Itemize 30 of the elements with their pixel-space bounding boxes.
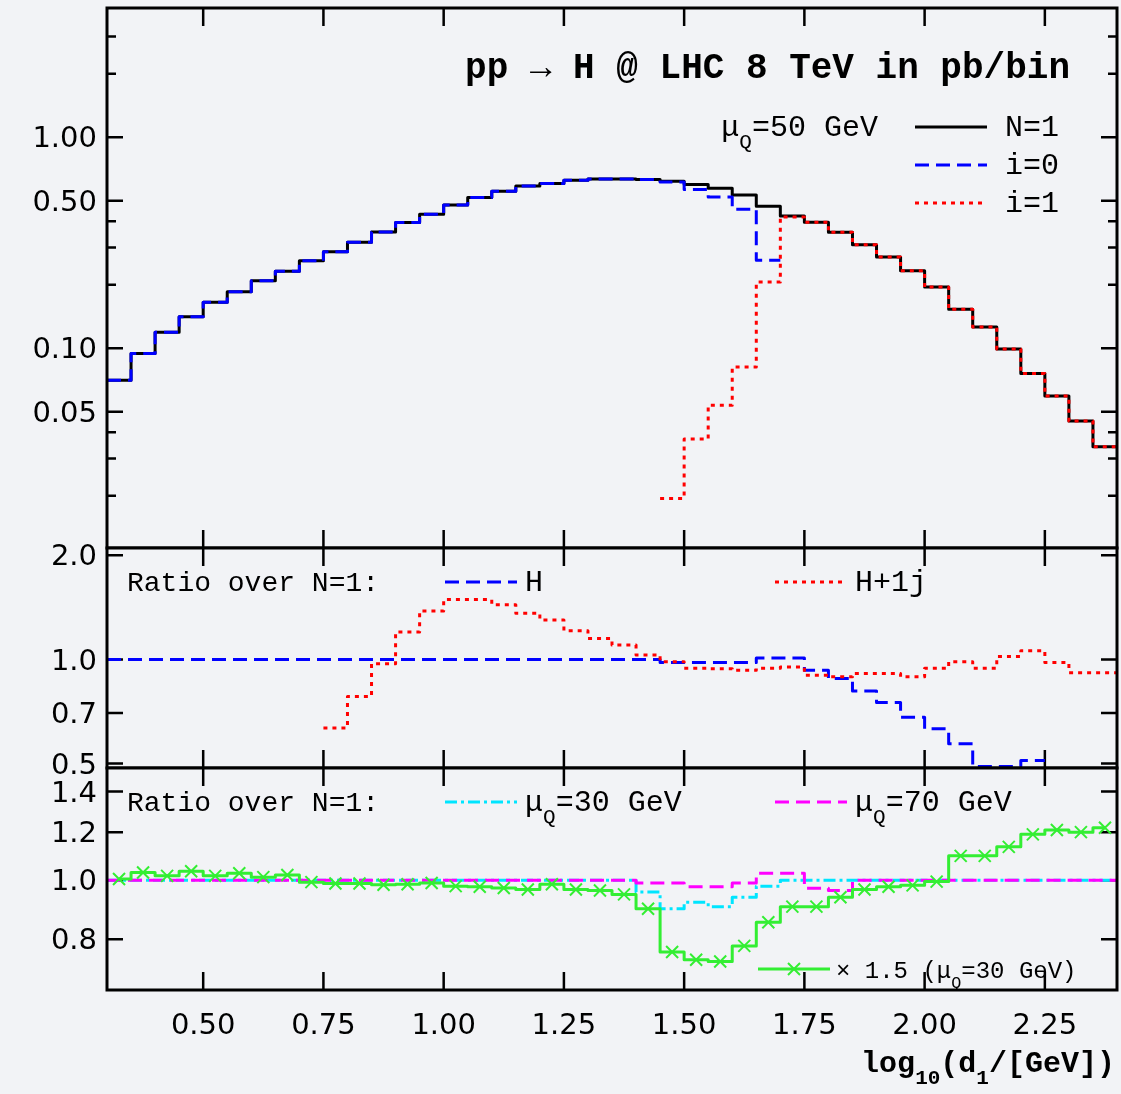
text: pp → H @ LHC 8 TeV in pb/bin (465, 48, 1070, 89)
legend-label: μ$_{Q}$=70 GeV (855, 786, 1012, 829)
x-tick-label: 1.25 (531, 1007, 597, 1041)
legend-title: Ratio over N=1: (127, 788, 380, 819)
y-tick-label: 0.10 (32, 331, 97, 366)
y-tick-label: 0.8 (50, 922, 97, 957)
annotation: μ$_{Q}$=50 GeV (721, 111, 878, 154)
y-tick-label: 1.2 (50, 815, 97, 850)
x-tick-label: 2.25 (1012, 1007, 1078, 1041)
y-tick-label: 0.7 (50, 696, 97, 731)
legend-label: i=0 (1005, 149, 1060, 183)
y-tick-label: 1.00 (32, 120, 97, 155)
y-tick-label: 0.50 (32, 183, 97, 218)
legend-label: H (525, 566, 544, 600)
x-tick-label: 1.75 (772, 1007, 837, 1041)
y-tick-label: 1.0 (50, 642, 97, 677)
legend-label: H+1j (855, 566, 928, 600)
y-tick-label: 0.05 (32, 394, 97, 429)
x-axis-title: log$_{10}$(d$_{1}$/[GeV]) (861, 1047, 1115, 1090)
legend-title: Ratio over N=1: (127, 568, 380, 599)
y-tick-label: 2.0 (50, 538, 97, 573)
x-tick-label: 0.75 (291, 1007, 356, 1041)
x-tick-label: 1.00 (411, 1007, 476, 1041)
legend-label: μ$_{Q}$=30 GeV (525, 786, 682, 829)
y-tick-label: 1.0 (50, 863, 97, 898)
legend-label: i=1 (1005, 187, 1060, 221)
x-tick-label: 1.50 (651, 1007, 717, 1041)
x-tick-label: 2.00 (892, 1007, 957, 1041)
x-tick-label: 0.50 (170, 1007, 236, 1041)
legend-label: N=1 (1005, 111, 1060, 145)
